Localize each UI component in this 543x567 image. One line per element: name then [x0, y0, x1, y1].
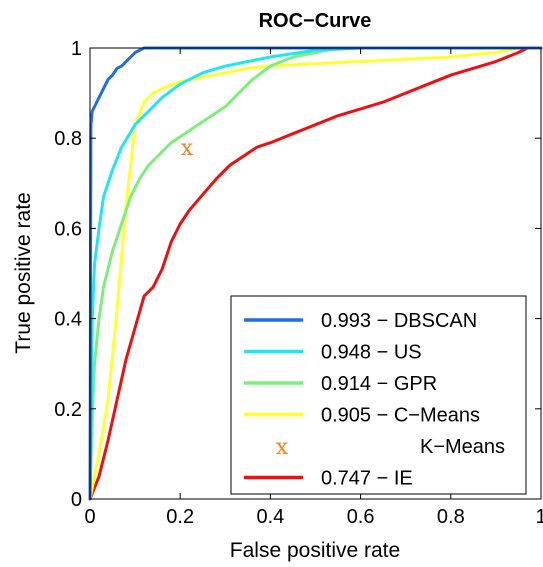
points-layer: x: [181, 136, 194, 161]
y-tick-label: 0.4: [54, 309, 82, 331]
series-line-1: [88, 46, 543, 501]
y-tick-label: 0.8: [54, 128, 82, 150]
legend-label-2: 0.914 − GPR: [321, 373, 437, 395]
chart-title: ROC−Curve: [259, 10, 372, 32]
x-tick-label: 0.6: [347, 506, 375, 528]
x-tick-label: 0: [84, 506, 95, 528]
legend-label-4: 0.747 − IE: [321, 468, 413, 490]
legend-label-3: 0.905 − C−Means: [321, 405, 480, 427]
legend-marker-label-0: K−Means: [420, 436, 505, 458]
y-tick-label: 1: [71, 38, 82, 60]
x-tick-label: 0.4: [256, 506, 284, 528]
legend-label-1: 0.948 − US: [321, 342, 422, 364]
series-line-4: [88, 46, 543, 501]
x-tick-label: 1: [535, 506, 543, 528]
series-line-3: [88, 46, 543, 501]
ticks-layer: 0 0.2 0.4 0.6 0.8 1 0 0.2 0.4 0.6 0.8 1: [54, 38, 543, 528]
series-layer: [88, 46, 543, 501]
y-axis-label: True positive rate: [12, 192, 35, 353]
y-tick-label: 0.6: [54, 218, 82, 240]
y-tick-label: 0.2: [54, 399, 82, 421]
plot-frame: [89, 47, 542, 500]
series-line-2: [88, 46, 543, 501]
y-tick-label: 0: [71, 489, 82, 511]
legend-label-0: 0.993 − DBSCAN: [321, 310, 477, 332]
x-axis-label: False positive rate: [230, 539, 400, 562]
point-marker-0: x: [181, 136, 194, 161]
legend-box: [230, 295, 527, 495]
x-tick-label: 0.8: [437, 506, 465, 528]
x-tick-label: 0.2: [166, 506, 194, 528]
legend-marker-0: x: [276, 435, 289, 460]
legend: 0.993 − DBSCAN 0.948 − US 0.914 − GPR 0.905…: [230, 295, 527, 495]
